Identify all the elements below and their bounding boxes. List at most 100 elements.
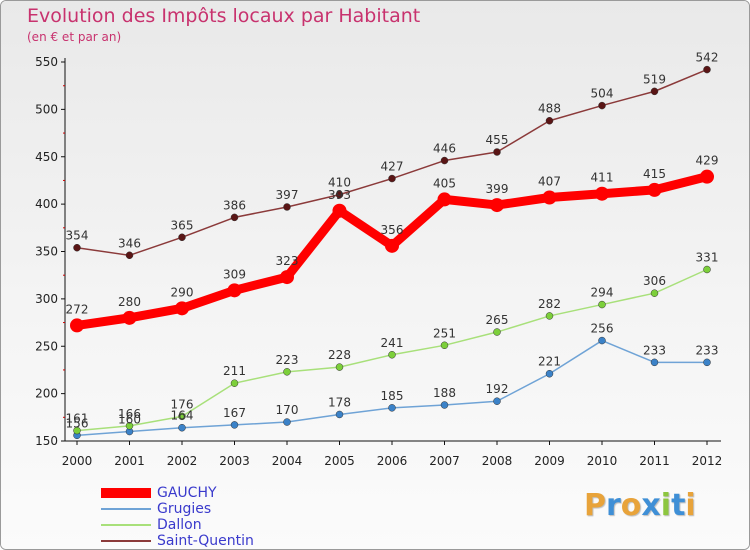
data-label-gauchy: 323 (276, 254, 299, 268)
legend-swatch (101, 508, 151, 510)
x-tick-label: 2003 (219, 454, 250, 468)
data-label-gauchy: 405 (433, 176, 456, 190)
data-point-saint-quentin (650, 87, 659, 96)
data-point-saint-quentin (493, 148, 501, 156)
y-tick-label: 200 (35, 387, 58, 401)
legend-label: Grugies (157, 501, 212, 517)
data-point-grugies (335, 410, 344, 419)
logo-letter: i (685, 488, 696, 523)
data-label-grugies: 156 (66, 416, 89, 430)
data-point-grugies (230, 421, 239, 429)
x-tick-label: 2001 (114, 454, 145, 468)
data-point-gauchy (490, 198, 504, 213)
data-point-saint-quentin (73, 243, 81, 252)
data-point-dallon (440, 341, 449, 350)
data-label-saint-quentin: 488 (538, 102, 561, 116)
data-point-dallon (230, 379, 239, 387)
data-point-grugies (493, 397, 501, 405)
data-label-grugies: 188 (433, 386, 456, 400)
data-point-dallon (125, 422, 134, 430)
data-label-dallon: 265 (486, 313, 509, 327)
data-label-grugies: 233 (696, 343, 719, 357)
y-tick-label: 500 (35, 102, 58, 116)
data-point-dallon (598, 300, 606, 309)
data-point-dallon (650, 289, 659, 297)
data-point-dallon (545, 312, 554, 320)
x-tick-label: 2005 (324, 454, 355, 468)
data-label-saint-quentin: 446 (433, 142, 456, 156)
data-point-saint-quentin (545, 116, 554, 125)
data-point-saint-quentin (703, 65, 711, 74)
data-point-gauchy (122, 310, 137, 325)
legend-item-gauchy: GAUCHY (101, 485, 361, 501)
data-label-saint-quentin: 427 (381, 160, 404, 174)
data-label-saint-quentin: 504 (591, 87, 614, 101)
data-label-saint-quentin: 386 (223, 198, 246, 212)
data-point-dallon (388, 351, 396, 359)
data-label-gauchy: 272 (66, 302, 89, 316)
legend-item-dallon: Dallon (101, 517, 361, 533)
logo-letter: t (671, 488, 686, 523)
data-label-gauchy: 393 (328, 188, 351, 202)
data-point-saint-quentin (598, 101, 606, 110)
x-tick-label: 2000 (62, 454, 93, 468)
data-label-gauchy: 415 (643, 167, 666, 181)
data-label-saint-quentin: 346 (118, 236, 141, 250)
y-tick-label: 250 (35, 339, 58, 353)
data-point-gauchy (700, 169, 714, 184)
data-point-gauchy (595, 186, 609, 201)
x-tick-label: 2006 (377, 454, 408, 468)
x-tick-label: 2010 (587, 454, 618, 468)
data-label-gauchy: 411 (591, 171, 614, 185)
data-point-dallon (335, 363, 344, 371)
data-point-grugies (440, 401, 449, 409)
x-tick-label: 2007 (429, 454, 460, 468)
data-point-saint-quentin (283, 203, 291, 211)
data-point-saint-quentin (178, 233, 186, 242)
data-label-gauchy: 399 (486, 182, 509, 196)
data-label-grugies: 170 (276, 403, 299, 417)
chart-subtitle: (en € et par an) (27, 30, 122, 44)
data-point-saint-quentin (388, 174, 396, 183)
data-label-saint-quentin: 354 (66, 229, 89, 243)
y-tick-label: 550 (35, 55, 58, 69)
data-label-dallon: 294 (591, 286, 614, 300)
y-tick-label: 450 (35, 150, 58, 164)
data-label-grugies: 164 (171, 409, 194, 423)
y-tick-label: 300 (35, 292, 58, 306)
legend-item-grugies: Grugies (101, 501, 361, 517)
x-tick-label: 2002 (167, 454, 198, 468)
data-point-dallon (178, 412, 186, 421)
data-label-dallon: 306 (643, 274, 666, 288)
data-point-grugies (545, 369, 554, 378)
data-label-gauchy: 429 (696, 154, 719, 168)
data-point-grugies (283, 418, 291, 426)
data-label-saint-quentin: 542 (696, 51, 719, 65)
y-tick-label: 350 (35, 245, 58, 259)
data-point-saint-quentin (440, 156, 449, 165)
logo-letter: r (606, 488, 621, 523)
data-label-saint-quentin: 519 (643, 72, 666, 86)
data-point-grugies (598, 336, 606, 345)
x-tick-label: 2008 (482, 454, 513, 468)
data-point-dallon (493, 328, 501, 336)
data-label-gauchy: 356 (381, 223, 404, 237)
legend-swatch (101, 524, 151, 526)
y-tick-label: 150 (35, 434, 58, 448)
x-tick-label: 2009 (534, 454, 565, 468)
x-tick-label: 2004 (272, 454, 303, 468)
logo-letter: i (660, 488, 672, 523)
data-point-grugies (703, 358, 711, 367)
data-label-gauchy: 407 (538, 174, 561, 188)
data-point-grugies (388, 404, 396, 412)
data-label-dallon: 166 (118, 407, 141, 421)
data-point-dallon (73, 426, 81, 435)
chart-legend: GAUCHY Grugies Dallon Saint-Quentin (101, 485, 361, 549)
y-tick-label: 400 (35, 197, 58, 211)
data-label-gauchy: 309 (223, 267, 246, 281)
data-point-gauchy (175, 301, 189, 316)
data-point-dallon (703, 265, 711, 274)
data-label-dallon: 282 (538, 297, 561, 311)
data-label-grugies: 160 (118, 413, 141, 427)
